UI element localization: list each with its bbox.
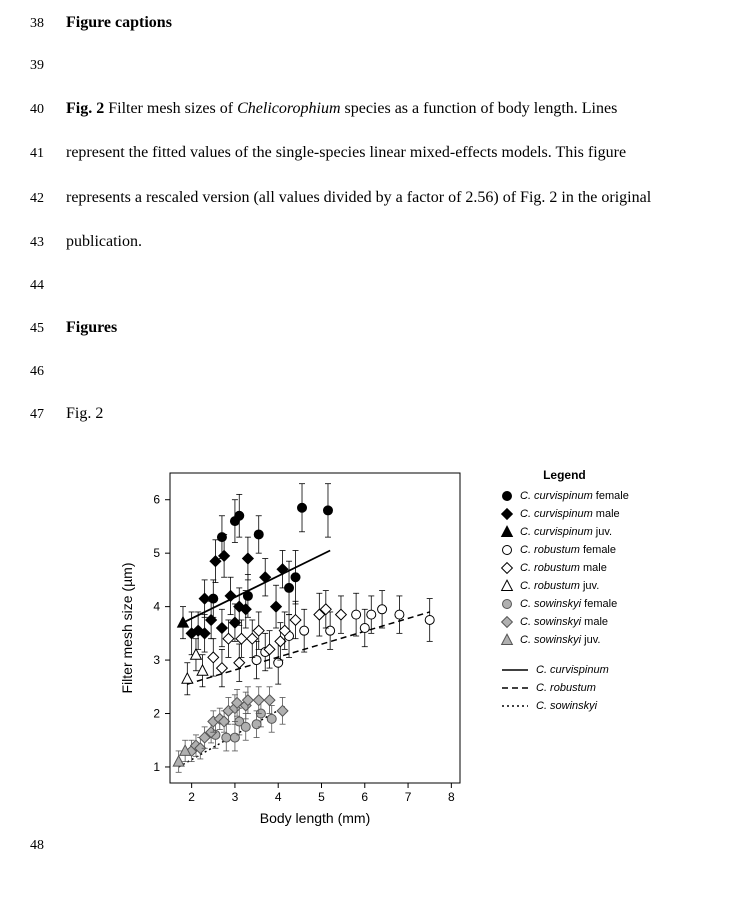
line-40: 40 Fig. 2 Filter mesh sizes of Chelicoro…	[30, 98, 705, 120]
svg-text:1: 1	[153, 759, 160, 773]
fig-ref: Fig. 2	[66, 403, 705, 425]
svg-text:3: 3	[232, 790, 239, 804]
caption-text: represent the fitted values of the singl…	[66, 142, 705, 164]
manuscript-page: 38 Figure captions 39 40 Fig. 2 Filter m…	[0, 0, 735, 897]
legend-line-sowinskyi: C. sowinskyi	[500, 698, 629, 714]
lineno: 39	[30, 56, 66, 76]
caption-part: species as a function of body length. Li…	[341, 100, 618, 117]
line-44: 44	[30, 276, 705, 296]
lineno: 43	[30, 233, 66, 253]
line-46: 46	[30, 362, 705, 382]
legend-item-rob_female: C. robustum female	[500, 542, 629, 558]
legend-item-sow_male: C. sowinskyi male	[500, 614, 629, 630]
svg-text:2: 2	[153, 706, 160, 720]
lineno: 42	[30, 189, 66, 209]
line-47: 47 Fig. 2	[30, 403, 705, 425]
legend-lines: C. curvispinum C. robustum C. sowinskyi	[500, 662, 629, 714]
line-41: 41 represent the fitted values of the si…	[30, 142, 705, 164]
svg-text:4: 4	[275, 790, 282, 804]
heading-figures: Figures	[66, 317, 705, 339]
caption-text: publication.	[66, 231, 705, 253]
fig-label: Fig. 2	[66, 100, 108, 117]
legend-markers: C. curvispinum female C. curvispinum male…	[500, 488, 629, 648]
line-43: 43 publication.	[30, 231, 705, 253]
legend-line-robustum: C. robustum	[500, 680, 629, 696]
figure-2: 2 3 4 5 6 7 8 1 2 3 4 5 6 Body length (mm) Filter mesh…	[30, 448, 705, 828]
heading-figure-captions: Figure captions	[66, 12, 705, 34]
svg-text:6: 6	[361, 790, 368, 804]
lineno: 48	[30, 836, 66, 856]
legend-line-curvispinum: C. curvispinum	[500, 662, 629, 678]
legend-title: Legend	[500, 468, 629, 482]
line-38: 38 Figure captions	[30, 12, 705, 34]
lineno: 40	[30, 100, 66, 120]
caption-text: Fig. 2 Filter mesh sizes of Chelicorophi…	[66, 98, 705, 120]
svg-text:4: 4	[153, 599, 160, 613]
line-39: 39	[30, 56, 705, 76]
legend-item-sow_female: C. sowinskyi female	[500, 596, 629, 612]
lineno: 38	[30, 14, 66, 34]
lineno: 47	[30, 405, 66, 425]
legend-item-curv_male: C. curvispinum male	[500, 506, 629, 522]
scatter-chart: 2 3 4 5 6 7 8 1 2 3 4 5 6 Body length (mm) Filter mesh…	[110, 448, 490, 828]
legend-item-rob_male: C. robustum male	[500, 560, 629, 576]
lineno: 41	[30, 144, 66, 164]
caption-part: Filter mesh sizes of	[108, 100, 237, 117]
svg-text:7: 7	[405, 790, 412, 804]
svg-text:2: 2	[188, 790, 195, 804]
caption-text: represents a rescaled version (all value…	[66, 187, 705, 209]
svg-text:Filter mesh size (µm): Filter mesh size (µm)	[119, 562, 135, 693]
line-45: 45 Figures	[30, 317, 705, 339]
svg-text:Body length (mm): Body length (mm)	[260, 810, 370, 826]
legend-item-sow_juv: C. sowinskyi juv.	[500, 632, 629, 648]
legend-item-curv_juv: C. curvispinum juv.	[500, 524, 629, 540]
line-42: 42 represents a rescaled version (all va…	[30, 187, 705, 209]
lineno: 44	[30, 276, 66, 296]
legend-item-rob_juv: C. robustum juv.	[500, 578, 629, 594]
lineno: 46	[30, 362, 66, 382]
lineno: 45	[30, 319, 66, 339]
svg-text:5: 5	[318, 790, 325, 804]
svg-text:6: 6	[153, 492, 160, 506]
line-48: 48	[30, 836, 705, 856]
svg-text:3: 3	[153, 653, 160, 667]
svg-text:8: 8	[448, 790, 455, 804]
svg-text:5: 5	[153, 546, 160, 560]
legend-item-curv_female: C. curvispinum female	[500, 488, 629, 504]
chart-legend: Legend C. curvispinum femaleC. curvispin…	[500, 468, 629, 716]
genus-italic: Chelicorophium	[237, 100, 340, 117]
